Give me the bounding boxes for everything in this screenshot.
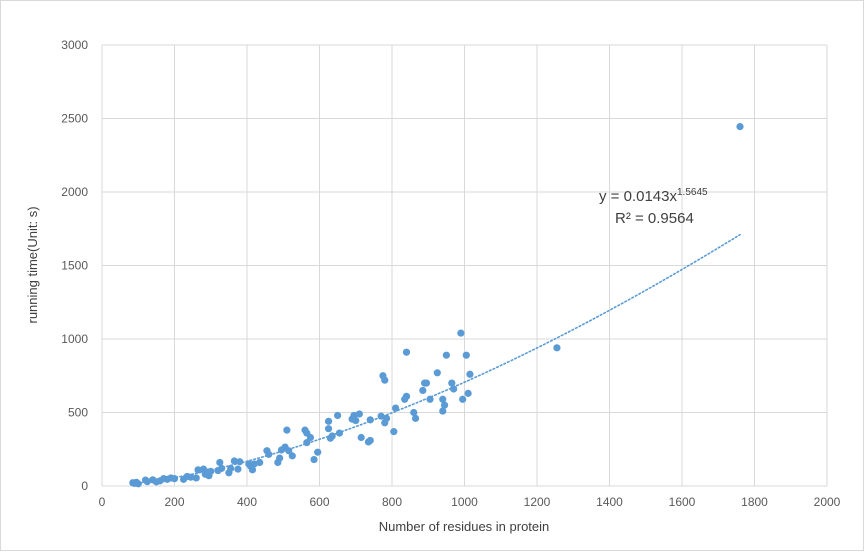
data-point [442,351,450,359]
data-point [402,348,411,356]
x-tick-label: 1200 [524,495,551,509]
data-point [419,386,427,395]
trendline-equation-base: y = 0.0143x [599,188,677,205]
x-tick-label: 0 [99,495,106,509]
data-point [324,417,333,425]
y-tick-label: 2500 [61,112,88,126]
data-point [426,395,434,403]
x-tick-label: 600 [309,495,329,509]
data-point [736,122,744,131]
y-tick-label: 1000 [61,332,88,346]
data-point [366,436,374,445]
data-point [288,452,296,460]
data-point [392,404,400,412]
data-point [285,447,293,455]
x-tick-label: 400 [237,495,257,509]
y-axis-title: running time(Unit: s) [25,206,40,323]
data-point [411,414,420,422]
gridlines [101,44,828,487]
data-point [382,414,391,422]
data-point [390,428,398,436]
data-point [143,477,151,486]
y-tick-label: 1500 [61,259,88,273]
x-tick-label: 800 [382,495,402,509]
data-point [170,475,179,483]
y-tick-label: 500 [68,406,88,420]
data-point [306,433,315,442]
x-axis-title: Number of residues in protein [379,519,550,534]
data-point [218,464,226,472]
data-point [381,376,389,384]
x-tick-label: 200 [164,495,184,509]
data-point [450,385,458,393]
data-point [314,448,322,456]
data-point [134,480,142,488]
trendline-equation-exponent: 1.5645 [677,187,708,198]
data-point [464,389,472,397]
data-points [129,122,744,488]
data-point [230,457,238,465]
data-point [192,474,200,482]
y-tick-label: 2000 [61,185,88,199]
x-tick-label: 1800 [741,495,768,509]
data-point [283,426,291,434]
trendline-r-squared: R² = 0.9564 [615,210,694,227]
data-point [216,458,224,467]
data-point [265,450,273,458]
x-tick-label: 1000 [451,495,478,509]
data-point [194,466,202,474]
y-tick-label: 0 [81,479,88,493]
y-tick-label: 3000 [61,38,88,52]
data-point [256,458,264,467]
data-point [448,379,456,387]
data-point [439,407,447,415]
data-point [410,408,418,417]
tick-labels: 0 200 400 600 800 1000 1200 1400 1600 1800 2000 0 50… [61,38,840,509]
data-point [440,401,449,409]
data-point [433,369,441,377]
data-point [466,370,474,378]
data-point [324,425,333,433]
x-tick-label: 1400 [596,495,623,509]
data-point [355,410,363,418]
data-point [187,473,195,481]
data-point [328,432,336,440]
data-point [462,351,470,359]
data-point [439,395,447,403]
x-tick-label: 2000 [814,495,841,509]
data-point [459,395,467,403]
data-point [236,458,244,466]
trendline-path [135,233,741,485]
data-point [227,464,235,472]
trendline [135,233,741,485]
data-point [377,412,385,420]
data-point [303,439,311,447]
data-point [553,344,561,352]
data-point [334,411,342,420]
x-tick-label: 1600 [669,495,696,509]
data-point [276,454,284,462]
data-point [207,467,215,475]
data-point [248,466,257,474]
data-point [250,460,258,468]
trendline-equation: y = 0.0143x1.5645 [599,187,708,205]
data-point [310,455,318,464]
data-point [335,429,344,437]
data-point [402,392,411,400]
data-point [352,416,360,425]
data-point [234,465,242,473]
data-point [357,433,365,442]
data-point [422,379,431,387]
data-point [366,416,374,424]
data-point [457,329,465,337]
